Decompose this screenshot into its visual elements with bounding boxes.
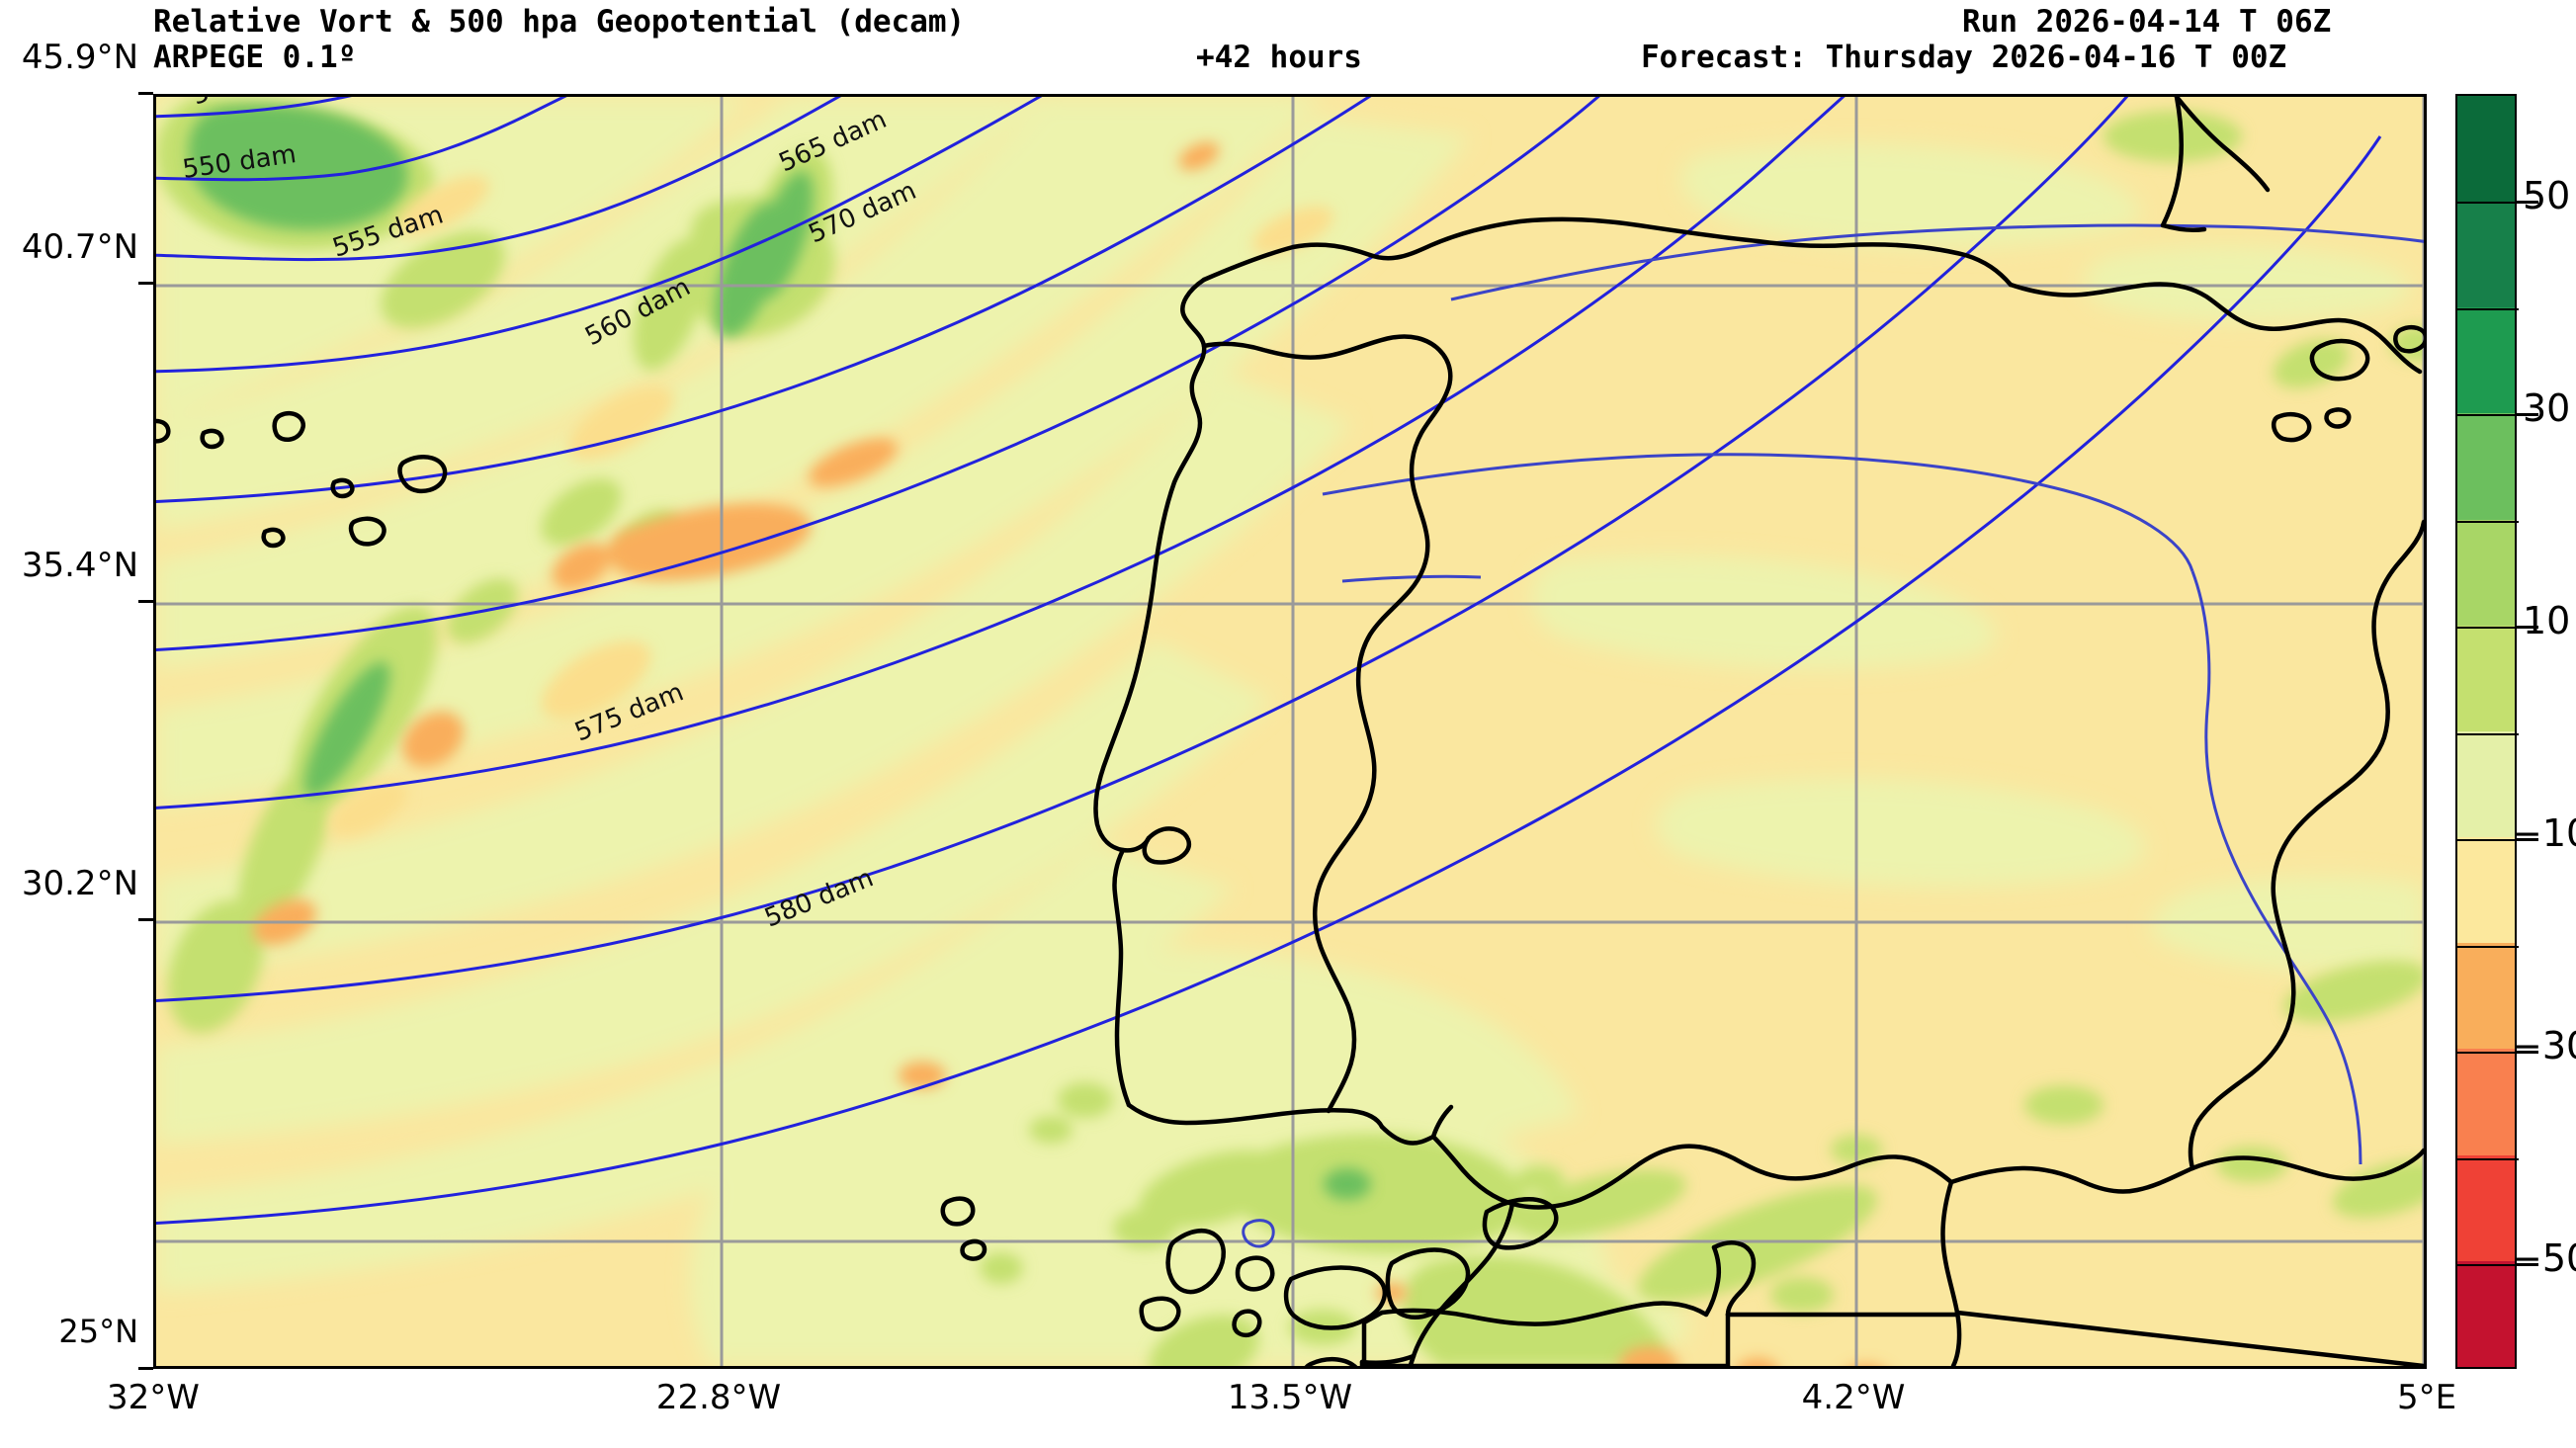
colorbar-separator-5 xyxy=(2457,627,2519,629)
colorbar-separator-6 xyxy=(2457,733,2519,735)
y-tick-label-40-7N: 40.7°N xyxy=(21,227,138,267)
y-tick-mark-25N xyxy=(138,1367,153,1370)
forecast-hours-label: +42 hours xyxy=(1196,40,1362,75)
colorbar-tick-minus-30 xyxy=(2517,1051,2538,1054)
page-title: Relative Vort & 500 hpa Geopotential (de… xyxy=(153,4,966,40)
coastlines-and-borders xyxy=(156,97,2424,1366)
colorbar-separator-9 xyxy=(2457,1052,2519,1054)
chart-header: Relative Vort & 500 hpa Geopotential (de… xyxy=(0,0,2576,94)
vorticity-band-light-green xyxy=(156,97,2424,1366)
map-gridlines xyxy=(156,97,2424,1366)
x-tick-label-22-8W: 22.8°W xyxy=(655,1378,782,1417)
colorbar-separator-11 xyxy=(2457,1264,2519,1266)
colorbar-tick-50 xyxy=(2517,201,2538,204)
colorbar-band-10-5 xyxy=(2457,625,2515,731)
x-tick-label-32W: 32°W xyxy=(107,1378,200,1417)
colorbar-band-5-0 xyxy=(2457,730,2515,838)
colorbar-band-20-10 xyxy=(2457,519,2515,626)
y-tick-label-35-4N: 35.4°N xyxy=(21,546,138,585)
colorbar-separator-4 xyxy=(2457,521,2519,523)
colorbar-band-60-50 xyxy=(2457,96,2515,203)
colorbar-band-40-30 xyxy=(2457,307,2515,414)
vorticity-colorbar[interactable] xyxy=(2455,94,2519,1369)
colorbar-band-30-20 xyxy=(2457,413,2515,520)
colorbar-band--40--50 xyxy=(2457,1260,2515,1367)
colorbar-separator-2 xyxy=(2457,308,2519,310)
colorbar-band--20--30 xyxy=(2457,1049,2515,1155)
model-label: ARPEGE 0.1º xyxy=(153,40,357,75)
colorbar-label-minus-10: −10 xyxy=(2511,811,2576,855)
colorbar-label-minus-30: −30 xyxy=(2511,1024,2576,1067)
colorbar-band--10--20 xyxy=(2457,943,2515,1050)
vorticity-band-dark-green xyxy=(188,104,1371,1200)
y-tick-label-30-2N: 30.2°N xyxy=(21,864,138,903)
colorbar-tick-30 xyxy=(2517,413,2538,416)
colorbar-band--30--40 xyxy=(2457,1154,2515,1261)
vorticity-band-orange xyxy=(253,141,1878,1366)
colorbar-tick-minus-10 xyxy=(2517,838,2538,841)
y-tick-mark-35-4N xyxy=(138,600,153,603)
colorbar-separator-1 xyxy=(2457,202,2519,204)
x-tick-label-13-5W: 13.5°W xyxy=(1227,1378,1353,1417)
y-tick-mark-40-7N xyxy=(138,282,153,285)
colorbar-separator-7 xyxy=(2457,839,2519,841)
colorbar-separator-10 xyxy=(2457,1158,2519,1160)
colorbar-tick-minus-50 xyxy=(2517,1263,2538,1266)
rivers xyxy=(1242,223,2424,1248)
x-tick-label-4-2W: 4.2°W xyxy=(1801,1378,1906,1417)
x-tick-label-5E: 5°E xyxy=(2396,1378,2457,1417)
geopotential-contours xyxy=(156,97,2382,1225)
y-tick-mark-45-9N xyxy=(138,92,153,95)
forecast-time-label: Forecast: Thursday 2026-04-16 T 00Z xyxy=(1641,40,2287,75)
map-canvas: 545 dam 550 dam 555 dam 560 dam 565 dam … xyxy=(156,97,2424,1366)
colorbar-separator-8 xyxy=(2457,946,2519,948)
colorbar-label-10: 10 xyxy=(2523,599,2571,642)
weather-map-plot: 545 dam 550 dam 555 dam 560 dam 565 dam … xyxy=(153,94,2427,1369)
colorbar-label-50: 50 xyxy=(2523,174,2571,217)
colorbar-label-minus-50: −50 xyxy=(2511,1236,2576,1280)
colorbar-tick-10 xyxy=(2517,626,2538,629)
colorbar-band-50-40 xyxy=(2457,202,2515,308)
colorbar-label-30: 30 xyxy=(2523,386,2571,430)
run-time-label: Run 2026-04-14 T 06Z xyxy=(1962,4,2332,40)
y-tick-label-25N: 25°N xyxy=(58,1313,138,1350)
y-tick-label-45-9N: 45.9°N xyxy=(21,38,138,77)
y-tick-mark-30-2N xyxy=(138,918,153,921)
colorbar-band-0--10 xyxy=(2457,837,2515,944)
colorbar-separator-3 xyxy=(2457,414,2519,416)
